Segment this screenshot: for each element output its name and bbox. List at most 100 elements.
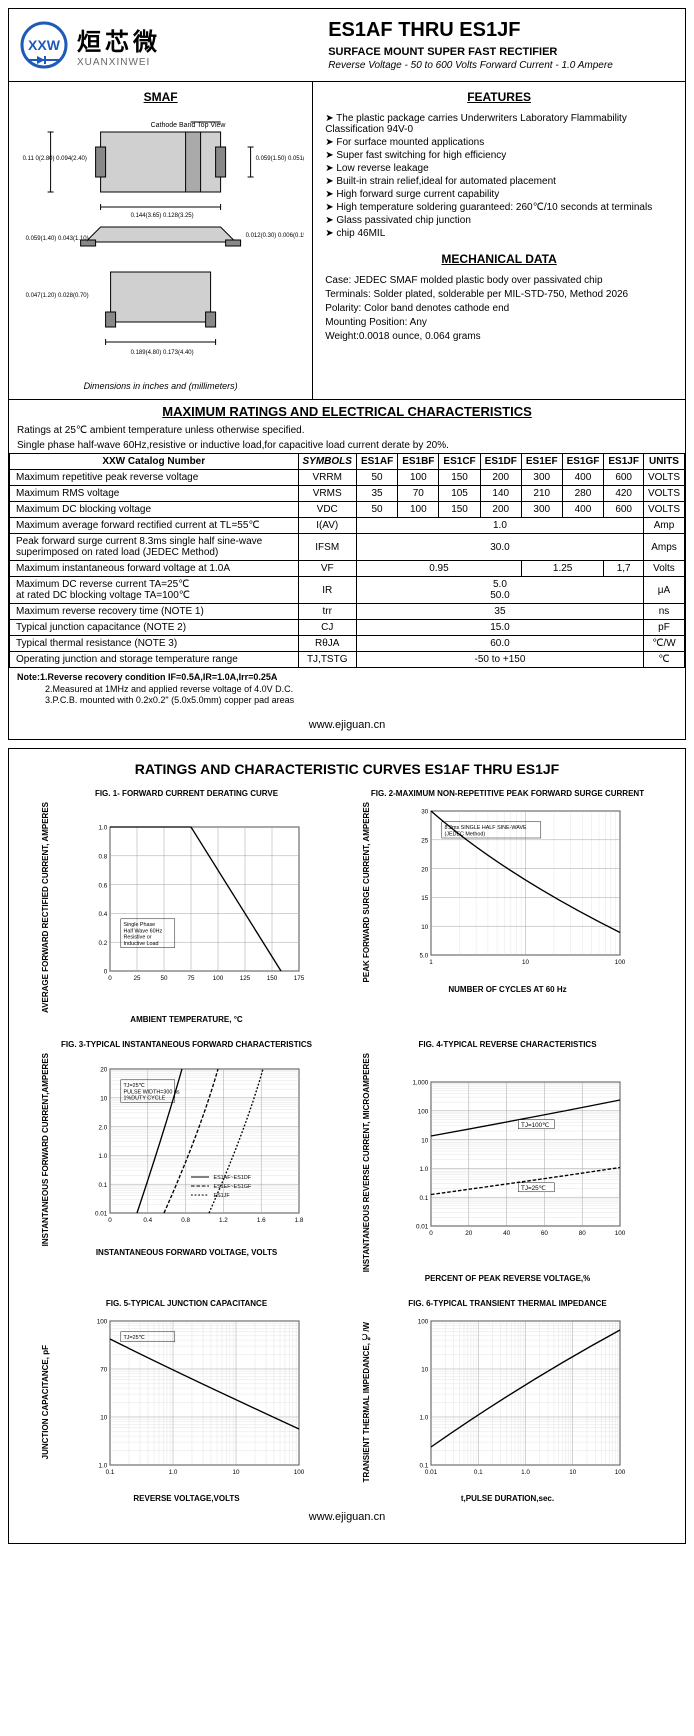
svg-text:0.189(4.80) 0.173(4.40): 0.189(4.80) 0.173(4.40)	[131, 350, 194, 356]
company-logo-icon: XXW	[19, 20, 69, 70]
table-row: Peak forward surge current 8.3ms single …	[10, 534, 685, 561]
table-header: ES1JF	[604, 454, 644, 470]
svg-text:0: 0	[429, 1230, 433, 1237]
svg-text:1.0: 1.0	[99, 824, 108, 831]
smaf-cell: SMAF Cathode Band Top View 0.11 0(2.80) …	[9, 82, 313, 399]
svg-text:20: 20	[421, 867, 429, 874]
svg-text:0.1: 0.1	[420, 1195, 429, 1202]
ratings-title: MAXIMUM RATINGS AND ELECTRICAL CHARACTER…	[9, 400, 685, 423]
table-header: ES1GF	[562, 454, 604, 470]
table-row: Maximum reverse recovery time (NOTE 1)tr…	[10, 604, 685, 620]
svg-text:TJ=25℃: TJ=25℃	[521, 1185, 546, 1192]
svg-text:ES1JF: ES1JF	[214, 1193, 231, 1199]
svg-text:1.0: 1.0	[420, 1166, 429, 1173]
mech-title: MECHANICAL DATA	[325, 252, 673, 266]
svg-text:10: 10	[232, 1469, 240, 1476]
svg-text:TJ=100℃: TJ=100℃	[521, 1122, 549, 1129]
svg-text:1.2: 1.2	[219, 1217, 228, 1224]
svg-text:1: 1	[429, 959, 433, 966]
svg-text:0.1: 0.1	[420, 1463, 429, 1470]
table-row: Maximum RMS voltageVRMS35701051402102804…	[10, 486, 685, 502]
svg-text:0.01: 0.01	[95, 1210, 108, 1217]
svg-text:10: 10	[522, 959, 530, 966]
smaf-title: SMAF	[17, 90, 304, 104]
svg-text:0.1: 0.1	[99, 1182, 108, 1189]
svg-text:0: 0	[104, 968, 108, 975]
svg-text:70: 70	[100, 1367, 108, 1374]
table-header: XXW Catalog Number	[10, 454, 299, 470]
chart-title: FIG. 6-TYPICAL TRANSIENT THERMAL IMPEDAN…	[362, 1299, 653, 1308]
chart-xlabel: INSTANTANEOUS FORWARD VOLTAGE, VOLTS	[41, 1248, 332, 1257]
svg-text:20: 20	[100, 1066, 108, 1073]
svg-text:2.0: 2.0	[99, 1124, 108, 1131]
table-header: UNITS	[643, 454, 684, 470]
title-cell: ES1AF THRU ES1JF SURFACE MOUNT SUPER FAS…	[313, 9, 685, 81]
logo-cn-text: 烜芯微	[77, 22, 161, 57]
table-row: Operating junction and storage temperatu…	[10, 652, 685, 668]
footer-url: www.ejiguan.cn	[9, 711, 685, 739]
dim-caption: Dimensions in inches and (millimeters)	[17, 381, 304, 391]
mid-row: SMAF Cathode Band Top View 0.11 0(2.80) …	[9, 82, 685, 400]
table-row: Typical junction capacitance (NOTE 2)CJ1…	[10, 620, 685, 636]
chart-ylabel: AVERAGE FORWARD RECTIFIED CURRENT, AMPER…	[41, 802, 50, 1013]
svg-text:0.2: 0.2	[99, 939, 108, 946]
table-row: Maximum repetitive peak reverse voltageV…	[10, 470, 685, 486]
feature-item: chip 46MIL	[325, 227, 673, 240]
svg-text:100: 100	[418, 1319, 429, 1326]
svg-text:0.059(1.40) 0.043(1.10): 0.059(1.40) 0.043(1.10)	[26, 236, 89, 242]
svg-text:0.4: 0.4	[99, 911, 108, 918]
svg-text:25: 25	[421, 838, 429, 845]
chart-title: FIG. 5-TYPICAL JUNCTION CAPACITANCE	[41, 1299, 332, 1308]
chart-3: FIG. 3-TYPICAL INSTANTANEOUS FORWARD CHA…	[41, 1040, 332, 1283]
chart-ylabel: TRANSIENT THERMAL IMPEDANCE, ℃/W	[362, 1322, 371, 1482]
svg-text:50: 50	[160, 975, 168, 982]
svg-text:175: 175	[294, 975, 305, 982]
spec-table: XXW Catalog NumberSYMBOLSES1AFES1BFES1CF…	[9, 453, 685, 668]
svg-text:150: 150	[267, 975, 278, 982]
table-row: Maximum DC reverse current TA=25℃at rate…	[10, 577, 685, 604]
header-row: XXW 烜芯微 XUANXINWEI ES1AF THRU ES1JF SURF…	[9, 9, 685, 82]
svg-text:30: 30	[421, 809, 429, 816]
feature-item: Super fast switching for high efficiency	[325, 149, 673, 162]
chart-2: FIG. 2-MAXIMUM NON-REPETITIVE PEAK FORWA…	[362, 789, 653, 1024]
svg-text:1.0: 1.0	[169, 1469, 178, 1476]
svg-text:80: 80	[579, 1230, 587, 1237]
feature-item: High forward surge current capability	[325, 188, 673, 201]
chart-ylabel: PEAK FORWARD SURGE CURRENT, AMPERES	[362, 802, 371, 982]
svg-text:100: 100	[615, 1469, 626, 1476]
svg-text:10: 10	[569, 1469, 577, 1476]
table-row: Maximum DC blocking voltageVDC5010015020…	[10, 502, 685, 518]
table-row: Maximum average forward rectified curren…	[10, 518, 685, 534]
feature-item: The plastic package carries Underwriters…	[325, 112, 673, 136]
svg-text:TJ=25℃: TJ=25℃	[124, 1335, 145, 1341]
logo-en-text: XUANXINWEI	[77, 57, 161, 68]
feature-item: Built-in strain relief,ideal for automat…	[325, 175, 673, 188]
svg-text:Single PhaseHalf Wave 60HzResi: Single PhaseHalf Wave 60HzResistive orIn…	[124, 922, 163, 947]
feature-item: For surface mounted applications	[325, 136, 673, 149]
svg-text:100: 100	[294, 1469, 305, 1476]
svg-text:1.0: 1.0	[99, 1153, 108, 1160]
svg-text:0.144(3.65) 0.128(3.25): 0.144(3.65) 0.128(3.25)	[131, 213, 194, 219]
svg-text:0: 0	[108, 975, 112, 982]
ratings-note1: Ratings at 25℃ ambient temperature unles…	[9, 423, 685, 438]
svg-text:1.0: 1.0	[99, 1463, 108, 1470]
charts-grid: FIG. 1- FORWARD CURRENT DERATING CURVEAV…	[21, 789, 673, 1503]
ratings-note2: Single phase half-wave 60Hz,resistive or…	[9, 438, 685, 453]
chart-ylabel: INSTANTANEOUS FORWARD CURRENT,AMPERES	[41, 1053, 50, 1246]
logo-cell: XXW 烜芯微 XUANXINWEI	[9, 9, 313, 81]
svg-text:75: 75	[187, 975, 195, 982]
svg-text:20: 20	[465, 1230, 473, 1237]
chart-xlabel: PERCENT OF PEAK REVERSE VOLTAGE,%	[362, 1274, 653, 1283]
svg-text:0: 0	[108, 1217, 112, 1224]
svg-text:100: 100	[213, 975, 224, 982]
svg-text:TJ=25℃PULSE WIDTH=300 μs1%DUTY: TJ=25℃PULSE WIDTH=300 μs1%DUTY CYCLE	[124, 1083, 180, 1102]
chart-4: FIG. 4-TYPICAL REVERSE CHARACTERISTICSIN…	[362, 1040, 653, 1283]
chart-1: FIG. 1- FORWARD CURRENT DERATING CURVEAV…	[41, 789, 332, 1024]
chart-plot-icon: 0204060801000.010.11.0101001,000TJ=100℃T…	[371, 1073, 653, 1253]
svg-text:ES1AF~ES1DF: ES1AF~ES1DF	[214, 1175, 252, 1181]
footer-url-2: www.ejiguan.cn	[21, 1503, 673, 1531]
features-title: FEATURES	[325, 90, 673, 104]
feature-item: High temperature soldering guaranteed: 2…	[325, 201, 673, 214]
chart-title: FIG. 4-TYPICAL REVERSE CHARACTERISTICS	[362, 1040, 653, 1049]
svg-text:0.01: 0.01	[425, 1469, 438, 1476]
